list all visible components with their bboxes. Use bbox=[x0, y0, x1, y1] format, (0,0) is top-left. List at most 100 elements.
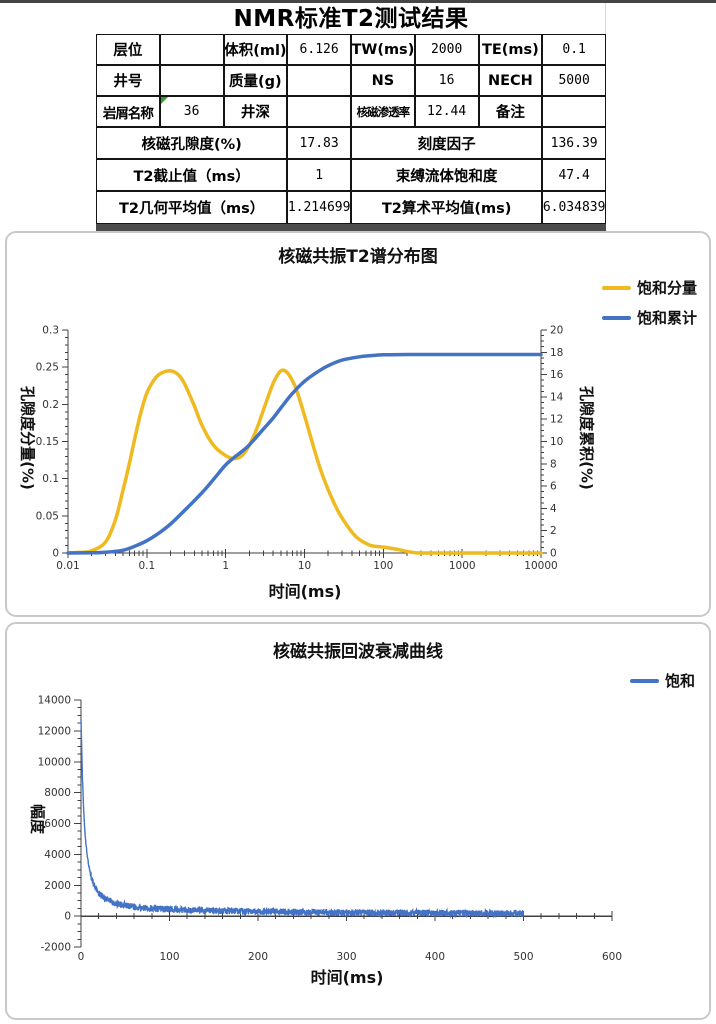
legend-line-blue bbox=[629, 678, 659, 683]
echo-decay-legend: 饱和 bbox=[629, 670, 695, 691]
svg-text:0: 0 bbox=[52, 548, 59, 560]
series-saturated bbox=[80, 718, 525, 919]
echo-decay-chart-canvas: -2000 0 2000 4000 6000 8000 10000 12000 14000 0 10… bbox=[38, 695, 622, 964]
table-cell: NECH bbox=[478, 65, 543, 96]
svg-text:4: 4 bbox=[550, 503, 557, 515]
svg-text:20: 20 bbox=[550, 325, 563, 337]
table-cell: 井深 bbox=[223, 96, 288, 127]
window-top-edge bbox=[0, 0, 716, 3]
legend-item-saturation-cumulative: 饱和累计 bbox=[601, 307, 697, 328]
table-cell: 核磁孔隙度(%) bbox=[96, 127, 288, 159]
legend-label: 饱和累计 bbox=[636, 309, 697, 327]
cell-text: 6.034839 bbox=[542, 200, 606, 215]
table-cell: T2算术平均值(ms) bbox=[351, 191, 543, 224]
cell-text: 体积(ml) bbox=[224, 43, 287, 59]
cell-text: 47.4 bbox=[558, 167, 590, 183]
cell-text: 5000 bbox=[558, 73, 590, 88]
cell-text: 刻度因子 bbox=[417, 136, 476, 153]
svg-text:0.2: 0.2 bbox=[42, 399, 59, 411]
svg-text:6: 6 bbox=[550, 481, 557, 493]
table-cell: TE(ms) bbox=[478, 34, 543, 65]
legend-item-saturated: 饱和 bbox=[629, 670, 695, 691]
svg-text:8000: 8000 bbox=[44, 787, 71, 799]
svg-text:400: 400 bbox=[425, 951, 445, 963]
cell-text: 6.126 bbox=[299, 42, 339, 57]
svg-text:0: 0 bbox=[550, 548, 557, 560]
t2-spectrum-panel: 核磁共振T2谱分布图 饱和分量 饱和累计 孔隙度分量(%) 孔隙度累积(%) 时… bbox=[5, 231, 711, 617]
table-cell: 体积(ml) bbox=[223, 34, 288, 65]
table-cell bbox=[542, 96, 606, 127]
cell-text: T2几何平均值（ms） bbox=[119, 201, 265, 217]
series-left bbox=[66, 368, 543, 555]
svg-text:0.01: 0.01 bbox=[56, 560, 79, 572]
cell-text: 17.83 bbox=[299, 135, 339, 151]
table-cell: 层位 bbox=[96, 34, 160, 65]
cell-text: 12.44 bbox=[427, 104, 467, 119]
table-cell: 刻度因子 bbox=[351, 127, 543, 159]
svg-text:18: 18 bbox=[550, 347, 563, 359]
svg-text:4000: 4000 bbox=[44, 849, 71, 861]
cell-text: T2算术平均值(ms) bbox=[381, 201, 512, 217]
svg-text:1000: 1000 bbox=[449, 560, 476, 572]
svg-text:0.25: 0.25 bbox=[36, 362, 59, 374]
svg-text:500: 500 bbox=[513, 951, 533, 963]
svg-text:100: 100 bbox=[159, 951, 179, 963]
table-cell: NS bbox=[351, 65, 415, 96]
report-title: NMR标准T2测试结果 bbox=[233, 6, 469, 32]
svg-text:0.1: 0.1 bbox=[138, 560, 155, 572]
svg-text:600: 600 bbox=[602, 951, 622, 963]
cell-text: 层位 bbox=[113, 43, 143, 59]
svg-text:12000: 12000 bbox=[38, 725, 71, 737]
legend-line-yellow bbox=[601, 285, 631, 290]
cell-text: 核磁渗透率 bbox=[356, 104, 410, 119]
table-cell: 井号 bbox=[96, 65, 160, 96]
results-table: NMR标准T2测试结果 层位 体积(ml) 6.126 TW(ms) 2000 TE(ms… bbox=[96, 4, 606, 224]
table-bottom-edge bbox=[96, 224, 606, 232]
cell-text: 36 bbox=[183, 104, 200, 119]
cell-text: 2000 bbox=[430, 42, 463, 57]
cell-text: 0.1 bbox=[562, 42, 586, 57]
legend-line-blue bbox=[601, 315, 631, 320]
table-cell: 2000 bbox=[414, 34, 479, 65]
echo-decay-chart-title: 核磁共振回波衰减曲线 bbox=[273, 642, 443, 662]
table-cell: 岩屑名称 bbox=[96, 96, 160, 127]
svg-text:1: 1 bbox=[222, 560, 229, 572]
svg-text:2000: 2000 bbox=[44, 880, 71, 892]
echo-decay-panel: 核磁共振回波衰减曲线 饱和 幅度 时间(ms) -2000 0 2000 4000 60… bbox=[5, 622, 711, 1020]
svg-text:10: 10 bbox=[298, 560, 311, 572]
cell-text: 备注 bbox=[495, 105, 525, 121]
svg-text:6000: 6000 bbox=[44, 818, 71, 830]
svg-text:0.3: 0.3 bbox=[42, 325, 59, 337]
table-cell: T2几何平均值（ms） bbox=[96, 191, 288, 224]
cell-text: TW(ms) bbox=[351, 41, 415, 58]
table-cell: 1.214699 bbox=[287, 191, 351, 224]
svg-text:0: 0 bbox=[64, 911, 71, 923]
table-cell: 36 bbox=[159, 96, 224, 127]
comment-marker-icon bbox=[160, 97, 168, 104]
table-cell: 0.1 bbox=[542, 34, 606, 65]
table-cell bbox=[287, 96, 351, 127]
table-cell: 6.034839 bbox=[542, 191, 606, 224]
table-cell: 136.39 bbox=[542, 127, 606, 159]
results-grid: 层位 体积(ml) 6.126 TW(ms) 2000 TE(ms) 0.1 井号 质量(g) N… bbox=[96, 34, 606, 224]
cell-text: 核磁孔隙度(%) bbox=[141, 136, 242, 153]
legend-item-saturation-component: 饱和分量 bbox=[601, 277, 697, 298]
cell-text: 1.214699 bbox=[287, 200, 351, 215]
svg-text:0.1: 0.1 bbox=[42, 473, 59, 485]
table-cell: 6.126 bbox=[287, 34, 351, 65]
svg-text:8: 8 bbox=[550, 458, 557, 470]
table-cell: 束缚流体饱和度 bbox=[351, 159, 543, 191]
table-cell: T2截止值（ms） bbox=[96, 159, 288, 191]
cell-text: 质量(g) bbox=[229, 74, 282, 90]
svg-text:16: 16 bbox=[550, 369, 564, 381]
svg-text:10: 10 bbox=[550, 436, 563, 448]
table-cell: 16 bbox=[414, 65, 479, 96]
cell-text: 岩屑名称 bbox=[102, 105, 154, 122]
svg-text:-2000: -2000 bbox=[40, 942, 71, 954]
cell-text: 井号 bbox=[113, 74, 143, 90]
table-cell bbox=[159, 65, 224, 96]
cell-text: TE(ms) bbox=[481, 41, 539, 58]
svg-text:0.05: 0.05 bbox=[36, 510, 59, 522]
cell-text: 16 bbox=[438, 73, 455, 88]
cell-text: NECH bbox=[487, 72, 533, 89]
